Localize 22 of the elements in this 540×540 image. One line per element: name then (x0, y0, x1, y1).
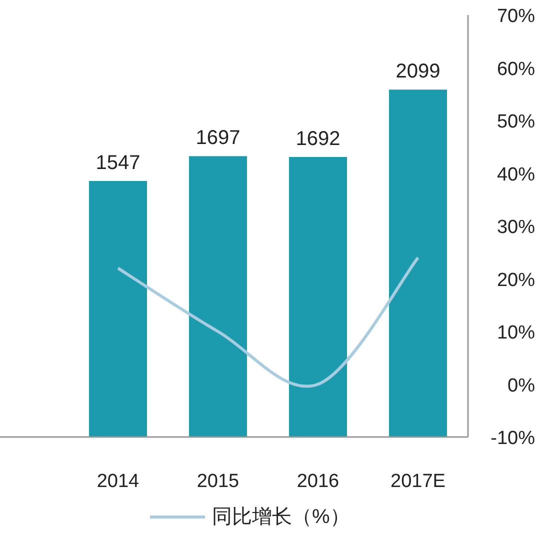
y2-tick-label: 60% (496, 58, 536, 80)
data-label: 1547 (96, 152, 140, 174)
x-tick-label: 2016 (296, 471, 340, 492)
x-tick-label: 2014 (96, 471, 140, 492)
bar (289, 156, 347, 437)
bar (89, 180, 147, 437)
y2-tick-label: 10% (496, 322, 536, 344)
y2-tick-label: 0% (508, 375, 536, 396)
data-label: 1697 (196, 127, 240, 150)
legend-label: 同比增长（%） (212, 506, 350, 528)
y2-tick-label: 30% (496, 217, 536, 238)
x-tick-label: 2017E (390, 471, 446, 492)
data-label: 2099 (396, 60, 440, 83)
y2-tick-label: -10% (490, 428, 536, 449)
y2-tick-label: 70% (496, 6, 536, 27)
data-label: 1692 (296, 128, 340, 150)
y2-tick-label: 40% (496, 164, 536, 186)
y2-tick-label: 20% (496, 270, 536, 291)
bar (389, 90, 447, 437)
bar (189, 156, 247, 437)
x-tick-label: 2015 (196, 471, 240, 492)
y2-tick-label: 50% (496, 112, 536, 132)
